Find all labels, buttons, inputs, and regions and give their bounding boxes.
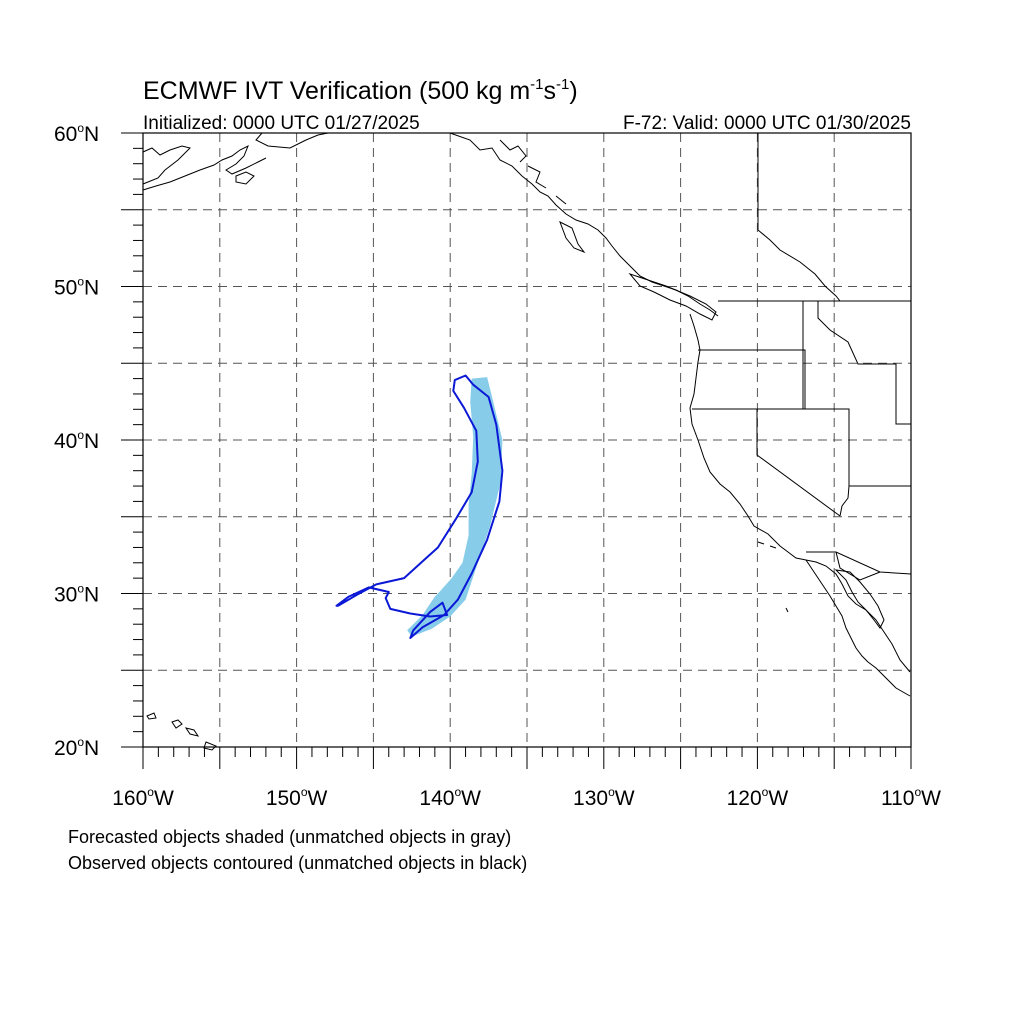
axis-ticks (121, 132, 912, 769)
lon-label: 160oW (112, 785, 174, 810)
coastline-vancouver-island (628, 272, 717, 321)
gridlines (143, 133, 911, 747)
lat-label: 40oN (54, 428, 99, 453)
forecast-object-shaded (407, 377, 503, 637)
latitude-labels: 60oN 50oN 40oN 30oN 20oN (54, 121, 99, 760)
note-observed: Observed objects contoured (unmatched ob… (68, 853, 527, 873)
coastline-alaska-west (142, 145, 191, 185)
lon-label: 110oW (881, 785, 941, 810)
coastline-us-west (689, 313, 911, 673)
coastline-alaska-peninsula (142, 144, 267, 191)
coastline-kodiak (235, 171, 255, 185)
observed-object-contour (335, 374, 504, 639)
map-title: ECMWF IVT Verification (500 kg m-1s-1) (143, 76, 578, 105)
init-time-label: Initialized: 0000 UTC 01/27/2025 (143, 113, 420, 134)
valid-time-label: F-72: Valid: 0000 UTC 01/30/2025 (623, 113, 911, 134)
lon-label: 150oW (266, 785, 328, 810)
lon-label: 120oW (727, 785, 789, 810)
lon-label: 130oW (573, 785, 635, 810)
border-mexico (835, 551, 881, 581)
lat-label: 20oN (54, 735, 99, 760)
islands-channel (757, 541, 789, 613)
longitude-labels: 160oW 150oW 140oW 130oW 120oW 110oW (112, 785, 941, 810)
coastline-layer (142, 132, 911, 751)
border-bc-alberta (757, 133, 841, 302)
lat-label: 30oN (54, 582, 99, 607)
coastline-alaska-islands (499, 139, 586, 254)
coastline-baja (805, 559, 911, 697)
lat-label: 50oN (54, 275, 99, 300)
hawaii-islands (146, 712, 217, 751)
border-states (692, 301, 912, 575)
coastline-southeast-alaska (449, 132, 719, 317)
coastline-gulf-alaska (255, 132, 329, 149)
map-panel (121, 132, 912, 769)
lon-label: 140oW (419, 785, 481, 810)
note-forecast: Forecasted objects shaded (unmatched obj… (68, 827, 511, 847)
coastline-gulf-california (834, 569, 885, 629)
political-borders (692, 133, 912, 581)
lat-label: 60oN (54, 121, 99, 146)
